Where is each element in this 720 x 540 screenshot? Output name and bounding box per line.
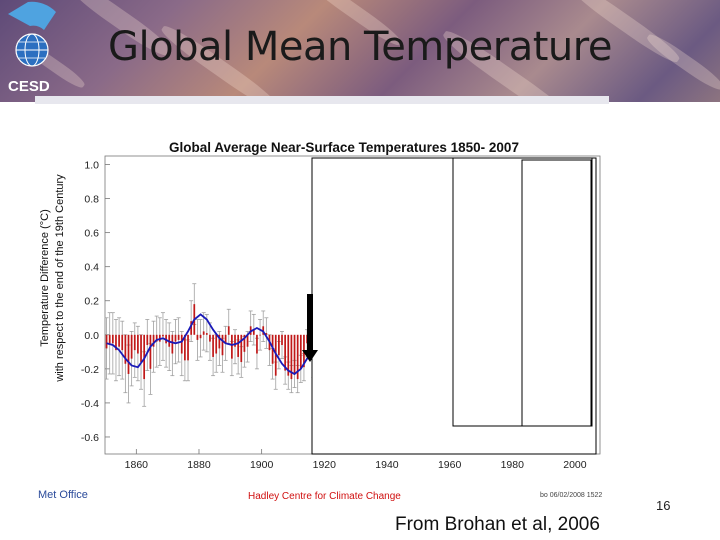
anomaly-bar bbox=[121, 334, 124, 351]
anomaly-bar bbox=[190, 321, 193, 335]
y-tick-label: 0.0 bbox=[84, 330, 99, 342]
anomaly-bar bbox=[152, 334, 155, 347]
anomaly-bar bbox=[284, 334, 287, 371]
anomaly-bar bbox=[281, 334, 283, 346]
anomaly-bar bbox=[199, 334, 202, 339]
y-tick-label: -0.4 bbox=[81, 398, 99, 410]
anomaly-bar bbox=[149, 334, 152, 369]
smoothed-curve bbox=[106, 313, 314, 376]
x-tick-label: 1880 bbox=[187, 459, 211, 471]
overlay-box-outer bbox=[311, 157, 597, 455]
anomaly-bar bbox=[118, 334, 120, 347]
temperature-chart: Global Average Near-Surface Temperatures… bbox=[39, 140, 601, 471]
y-tick-label: -0.6 bbox=[81, 432, 99, 444]
anomaly-bar bbox=[127, 334, 130, 374]
anomaly-bar bbox=[252, 329, 255, 335]
x-tick-label: 1960 bbox=[438, 459, 462, 471]
date-stamp: bo 06/02/2008 1522 bbox=[540, 492, 603, 499]
anomaly-bar bbox=[177, 334, 180, 340]
anomaly-bar bbox=[133, 334, 136, 351]
anomaly-bar bbox=[290, 334, 293, 380]
anomaly-bar bbox=[187, 334, 189, 361]
down-arrow-icon bbox=[302, 294, 318, 362]
anomaly-bar bbox=[237, 334, 240, 357]
anomaly-bar bbox=[140, 334, 142, 363]
logo-text: CESD bbox=[8, 78, 50, 95]
y-tick-label: 0.6 bbox=[84, 228, 99, 240]
cesd-logo: CESD bbox=[0, 0, 70, 100]
anomaly-bar bbox=[108, 334, 111, 344]
y-tick-label: 0.4 bbox=[84, 262, 99, 274]
anomaly-bar bbox=[240, 334, 243, 363]
anomaly-bar bbox=[293, 334, 296, 374]
anomaly-bar bbox=[184, 334, 186, 361]
anomaly-bar bbox=[146, 334, 149, 346]
anomaly-bar bbox=[196, 334, 199, 340]
anomaly-bar bbox=[215, 334, 218, 354]
anomaly-bar bbox=[243, 334, 246, 352]
chart-area: Global Average Near-Surface Temperatures… bbox=[0, 104, 720, 504]
anomaly-bar bbox=[231, 334, 233, 359]
logo-signal-icon bbox=[8, 1, 56, 30]
slide-title: Global Mean Temperature bbox=[108, 24, 612, 70]
page-number: 16 bbox=[656, 498, 671, 513]
x-tick-label: 1860 bbox=[125, 459, 149, 471]
anomaly-bar bbox=[227, 326, 230, 335]
x-tick-label: 1980 bbox=[501, 459, 525, 471]
anomaly-bar bbox=[218, 334, 221, 349]
anomaly-bar bbox=[256, 334, 258, 354]
banner-strip bbox=[35, 96, 609, 104]
overlay-box-inner bbox=[521, 159, 592, 427]
y-axis-label-line2: with respect to the end of the 19th Cent… bbox=[54, 174, 66, 383]
anomaly-bar bbox=[171, 334, 174, 354]
anomaly-bar bbox=[224, 334, 227, 344]
title-banner: Global Mean Temperature bbox=[0, 0, 720, 102]
y-tick-label: 0.2 bbox=[84, 296, 99, 308]
hadley-credit: Hadley Centre for Climate Change bbox=[248, 491, 401, 502]
anomaly-bar bbox=[259, 334, 261, 336]
anomaly-bar bbox=[162, 334, 164, 337]
x-tick-label: 1900 bbox=[250, 459, 274, 471]
anomaly-bar bbox=[246, 334, 249, 347]
anomaly-bar bbox=[130, 334, 133, 359]
anomaly-bar bbox=[278, 334, 280, 356]
anomaly-bar bbox=[137, 334, 139, 354]
anomaly-bar bbox=[111, 334, 114, 344]
x-tick-label: 2000 bbox=[563, 459, 587, 471]
anomaly-bar bbox=[180, 334, 183, 354]
citation: From Brohan et al, 2006 bbox=[395, 514, 600, 535]
chart-title: Global Average Near-Surface Temperatures… bbox=[169, 140, 519, 155]
anomaly-bar bbox=[287, 334, 290, 376]
anomaly-bar bbox=[174, 334, 177, 342]
anomaly-bar bbox=[105, 334, 108, 349]
x-tick-label: 1920 bbox=[313, 459, 337, 471]
anomaly-bar bbox=[115, 334, 117, 351]
y-tick-label: 0.8 bbox=[84, 194, 99, 206]
met-office-credit: Met Office bbox=[38, 489, 88, 501]
anomaly-bar bbox=[205, 333, 208, 335]
y-axis-label-line1: Temperature Difference (°C) bbox=[39, 209, 51, 346]
anomaly-bar bbox=[209, 334, 211, 342]
anomaly-bar bbox=[296, 334, 299, 380]
anomaly-bar bbox=[234, 334, 236, 347]
anomaly-bar bbox=[124, 334, 127, 364]
y-tick-label: -0.2 bbox=[81, 364, 99, 376]
x-tick-label: 1940 bbox=[375, 459, 399, 471]
anomaly-bar bbox=[202, 331, 205, 335]
anomaly-bar bbox=[221, 334, 224, 356]
anomaly-bar bbox=[299, 334, 302, 369]
y-tick-label: 1.0 bbox=[84, 160, 99, 172]
anomaly-bar bbox=[155, 334, 158, 342]
anomaly-bar bbox=[265, 333, 268, 335]
anomaly-bar bbox=[212, 334, 214, 357]
